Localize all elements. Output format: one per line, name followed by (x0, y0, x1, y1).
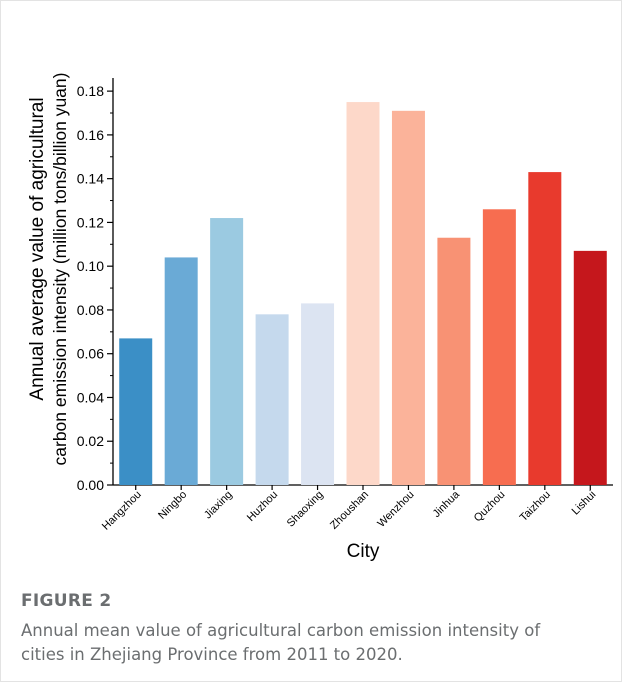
bar-taizhou (528, 172, 562, 485)
bar-wenzhou (391, 110, 425, 486)
x-axis-title: City (347, 541, 380, 562)
y-tick-label: 0.06 (77, 346, 104, 362)
y-tick-label: 0.08 (77, 302, 104, 318)
bar-jiaxing (210, 218, 244, 485)
x-tick-label: Hangzhou (100, 489, 144, 533)
x-tick-label: Lishui (570, 489, 599, 518)
x-tick-label: Quzhou (472, 489, 508, 525)
bar-zhoushan (346, 102, 380, 486)
y-tick-label: 0.10 (77, 258, 104, 274)
x-tick-label: Shaoxing (285, 489, 326, 530)
y-tick-label: 0.16 (77, 127, 104, 143)
y-axis-title-line1: Annual average value of agricultural (27, 97, 48, 400)
x-tick-label: Ningbo (156, 489, 189, 522)
figure-label: FIGURE 2 (21, 591, 112, 611)
x-tick-label: Jinhua (431, 488, 463, 520)
y-tick-label: 0.14 (77, 171, 104, 187)
bar-shaoxing (301, 303, 335, 485)
figure-caption: FIGURE 2 Annual mean value of agricultur… (21, 591, 601, 667)
y-tick-label: 0.04 (77, 389, 104, 405)
y-axis-title-line2: carbon emission intensity (million tons/… (50, 73, 70, 466)
x-tick-label: Wenzhou (375, 489, 416, 530)
x-tick-label: Huzhou (245, 489, 280, 524)
bar-huzhou (255, 314, 289, 485)
x-tick-label: Zhoushan (328, 489, 371, 532)
y-tick-label: 0.02 (77, 433, 104, 449)
bar-quzhou (482, 209, 516, 485)
bar-lishui (573, 250, 607, 485)
x-tick-label: Jiaxing (202, 489, 235, 522)
y-tick-label: 0.00 (77, 477, 104, 493)
bar-chart: 0.00 0.02 0.04 0.06 0.08 0.10 0.12 0.14 0.16 0.18… (27, 73, 613, 562)
bar-hangzhou (119, 338, 153, 485)
y-tick-label: 0.12 (77, 214, 104, 230)
x-tick-label: Taizhou (518, 489, 553, 524)
bar-ningbo (164, 257, 198, 485)
y-tick-label: 0.18 (77, 83, 104, 99)
figure-caption-text: Annual mean value of agricultural carbon… (21, 621, 541, 664)
bar-jinhua (437, 237, 471, 485)
